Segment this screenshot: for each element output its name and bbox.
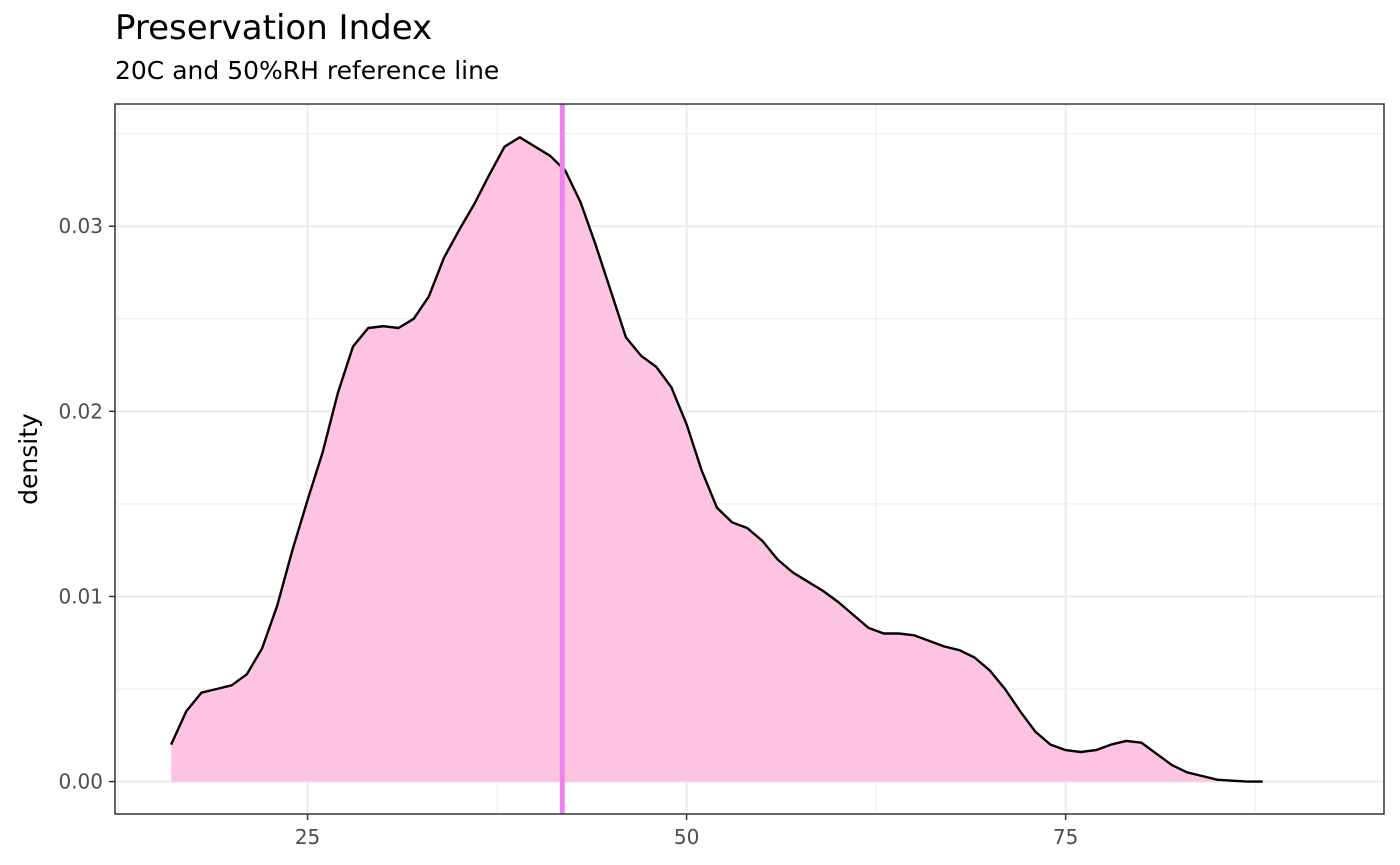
density-line [170, 136, 1263, 783]
y-tick-label: 0.02 [58, 399, 103, 423]
density-area [171, 137, 1263, 782]
x-tick-label: 50 [674, 825, 699, 849]
x-tick-label: 25 [295, 825, 320, 849]
y-tick-label: 0.00 [58, 770, 103, 794]
chart-subtitle: 20C and 50%RH reference line [115, 56, 500, 85]
chart-title: Preservation Index [115, 8, 433, 48]
x-tick-label: 75 [1053, 825, 1078, 849]
y-tick-label: 0.03 [58, 214, 103, 238]
y-tick-label: 0.01 [58, 584, 103, 608]
plot-panel-border [114, 103, 1385, 815]
y-axis-label: density [14, 413, 43, 505]
